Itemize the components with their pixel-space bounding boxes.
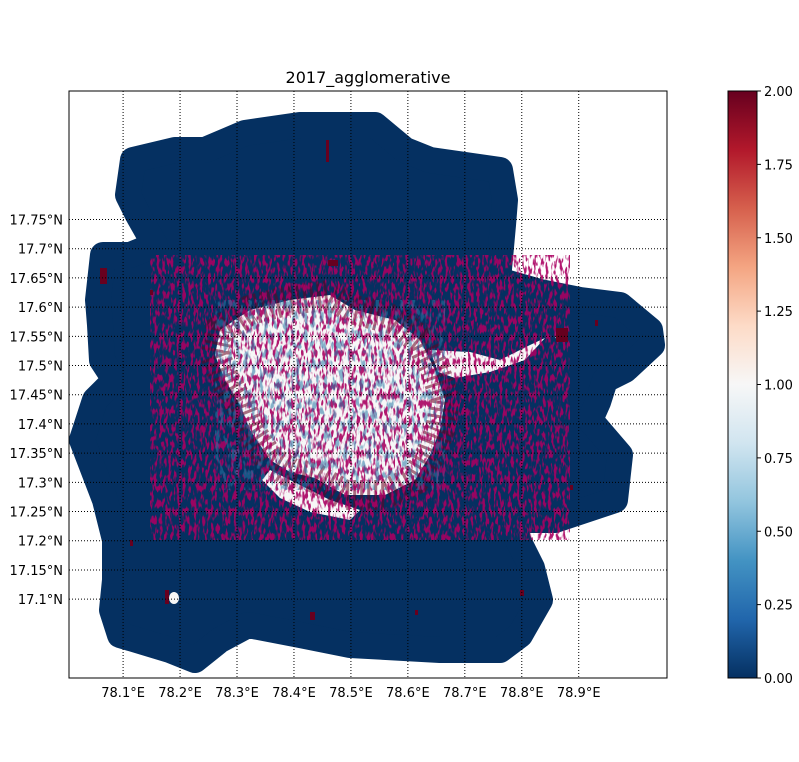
lat-tick-label: 17.65°N — [10, 272, 63, 287]
lon-tick-label: 78.3°E — [215, 686, 259, 701]
lon-tick-label: 78.8°E — [500, 686, 544, 701]
colorbar-ticks: 0.00 0.25 0.50 0.75 1.00 1.25 1.50 1.75 2.00 — [757, 85, 793, 687]
map-title: 2017_agglomerative — [286, 68, 451, 88]
lat-tick-label: 17.25°N — [10, 506, 63, 521]
lon-tick-label: 78.9°E — [557, 686, 601, 701]
lat-tick-label: 17.55°N — [10, 330, 63, 345]
colorbar-tick-label: 0.75 — [764, 452, 793, 467]
lat-tick-label: 17.6°N — [18, 301, 63, 316]
lat-tick-label: 17.3°N — [18, 476, 63, 491]
colorbar-tick-label: 1.75 — [764, 158, 793, 173]
lat-tick-label: 17.35°N — [10, 447, 63, 462]
colorbar-tick-label: 1.25 — [764, 305, 793, 320]
map-panel — [69, 91, 667, 678]
lat-tick-label: 17.1°N — [18, 593, 63, 608]
colorbar-fill — [728, 91, 757, 678]
colorbar-tick-label: 0.25 — [764, 599, 793, 614]
lat-tick-label: 17.75°N — [10, 213, 63, 228]
lon-tick-labels: 78.1°E 78.2°E 78.3°E 78.4°E 78.5°E 78.6°E 78.7… — [101, 686, 600, 701]
lon-tick-label: 78.1°E — [101, 686, 145, 701]
lat-tick-label: 17.4°N — [18, 418, 63, 433]
lat-tick-labels: 17.1°N 17.15°N 17.2°N 17.25°N 17.3°N 17.35°N 1… — [10, 213, 63, 608]
lon-tick-label: 78.5°E — [329, 686, 373, 701]
map-frame — [68, 90, 668, 679]
colorbar-tick-label: 1.00 — [764, 379, 793, 394]
lat-tick-label: 17.7°N — [18, 243, 63, 258]
lon-tick-label: 78.7°E — [443, 686, 487, 701]
lon-tick-label: 78.2°E — [158, 686, 202, 701]
lon-tick-label: 78.4°E — [272, 686, 316, 701]
lat-tick-label: 17.5°N — [18, 360, 63, 375]
colorbar-tick-label: 1.50 — [764, 232, 793, 247]
urban-patch-south — [169, 592, 179, 604]
colorbar-tick-label: 0.00 — [764, 672, 793, 687]
lat-tick-label: 17.2°N — [18, 535, 63, 550]
colorbar-tick-label: 2.00 — [764, 85, 793, 100]
grid-lines — [69, 91, 667, 678]
colorbar-tick-label: 0.50 — [764, 525, 793, 540]
colorbar: 0.00 0.25 0.50 0.75 1.00 1.25 1.50 1.75 2.00 — [727, 85, 793, 687]
lat-tick-label: 17.15°N — [10, 564, 63, 579]
lon-tick-label: 78.6°E — [386, 686, 430, 701]
lat-tick-label: 17.45°N — [10, 389, 63, 404]
